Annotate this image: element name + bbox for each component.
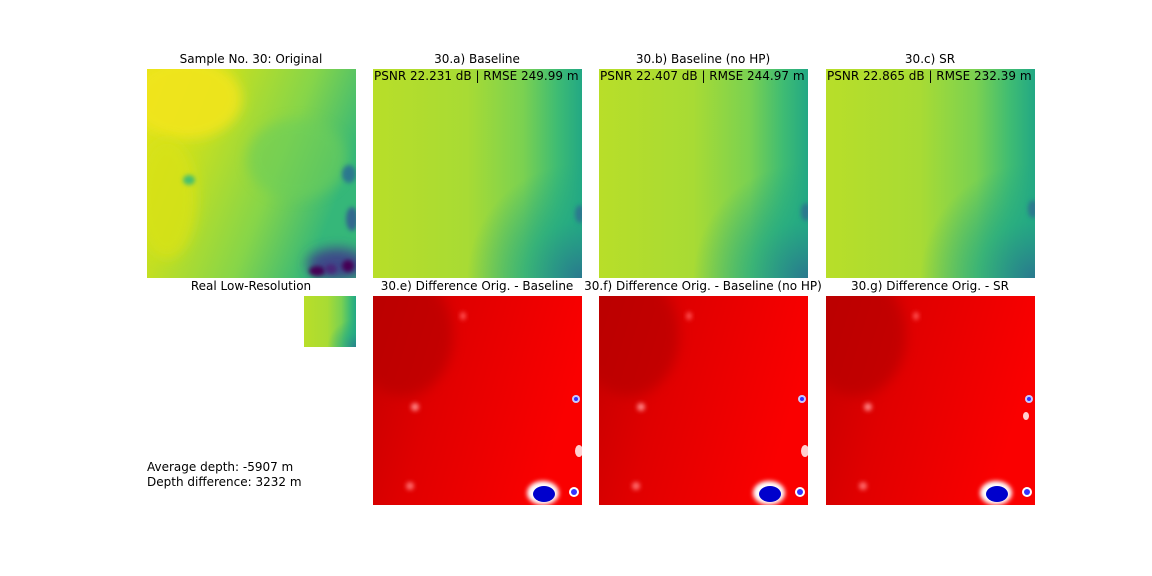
depth-difference-label: Depth difference: 3232 m <box>147 475 302 489</box>
panel-title-diff-sr: 30.g) Difference Orig. - SR <box>851 279 1009 293</box>
panel-title-diff-baseline: 30.e) Difference Orig. - Baseline <box>380 279 574 293</box>
sr-metric: PSNR 22.865 dB | RMSE 232.39 m <box>827 69 1032 83</box>
panel-title-diff-baseline-no-hp: 30.f) Difference Orig. - Baseline (no HP… <box>584 279 822 293</box>
panel-title-low-resolution: Real Low-Resolution <box>190 279 312 293</box>
low-resolution-depth-map <box>304 296 356 347</box>
panel-title-original: Sample No. 30: Original <box>179 52 323 66</box>
panel-title-sr: 30.c) SR <box>904 52 956 66</box>
baseline-no-hp-metric: PSNR 22.407 dB | RMSE 244.97 m <box>600 69 805 83</box>
panel-title-baseline-no-hp: 30.b) Baseline (no HP) <box>635 52 771 66</box>
original-depth-map <box>147 69 356 278</box>
diff-baseline-no-hp-map <box>599 296 808 505</box>
panel-title-baseline: 30.a) Baseline <box>434 52 520 66</box>
average-depth-label: Average depth: -5907 m <box>147 460 294 474</box>
baseline-no-hp-depth-map: PSNR 22.407 dB | RMSE 244.97 m <box>599 69 808 278</box>
sr-depth-map: PSNR 22.865 dB | RMSE 232.39 m <box>826 69 1035 278</box>
baseline-depth-map: PSNR 22.231 dB | RMSE 249.99 m <box>373 69 582 278</box>
diff-baseline-map <box>373 296 582 505</box>
baseline-metric: PSNR 22.231 dB | RMSE 249.99 m <box>374 69 579 83</box>
diff-sr-map <box>826 296 1035 505</box>
